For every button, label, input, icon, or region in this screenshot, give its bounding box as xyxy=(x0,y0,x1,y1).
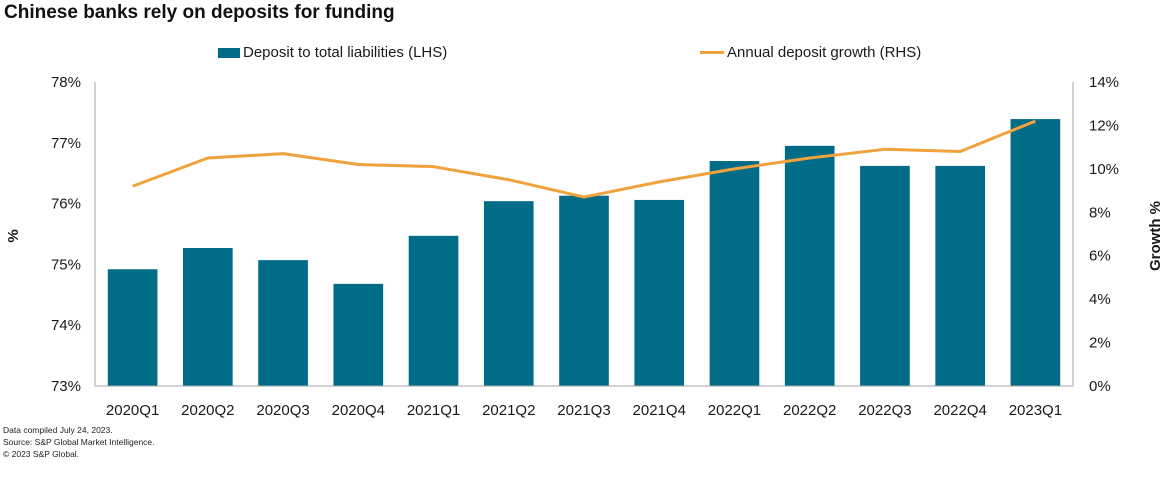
x-tick: 2020Q1 xyxy=(106,402,159,419)
y-tick-left: 75% xyxy=(51,256,81,273)
y-tick-right: 6% xyxy=(1089,248,1111,265)
bar-2022Q1 xyxy=(709,161,760,386)
bar-2020Q3 xyxy=(258,260,308,386)
bar-2021Q3 xyxy=(559,195,609,386)
legend-swatch-line xyxy=(700,51,724,54)
x-tick: 2020Q3 xyxy=(256,402,309,419)
y-axis-title-left: % xyxy=(5,229,22,242)
bar-2022Q4 xyxy=(935,165,985,386)
footer-copyright: © 2023 S&P Global. xyxy=(3,449,80,459)
footer-date: Data compiled July 24, 2023. xyxy=(3,425,113,435)
x-tick: 2022Q1 xyxy=(708,402,761,419)
legend-item-deposit-growth: Annual deposit growth (RHS) xyxy=(700,44,921,61)
bar-2021Q2 xyxy=(483,201,534,386)
y-axis-title-right: Growth % xyxy=(1147,201,1164,271)
y-tick-left: 78% xyxy=(51,74,81,91)
y-tick-left: 76% xyxy=(51,196,81,213)
x-tick: 2022Q4 xyxy=(933,402,986,419)
y-tick-left: 77% xyxy=(51,135,81,152)
legend-label-deposit-ratio: Deposit to total liabilities (LHS) xyxy=(243,44,448,61)
bar-2021Q4 xyxy=(634,199,685,386)
legend-swatch-bar xyxy=(218,47,240,58)
y-tick-right: 2% xyxy=(1089,335,1111,352)
x-tick: 2020Q2 xyxy=(181,402,234,419)
y-tick-left: 73% xyxy=(51,378,81,395)
x-tick: 2023Q1 xyxy=(1009,402,1062,419)
bar-2022Q2 xyxy=(784,145,835,386)
y-tick-right: 4% xyxy=(1089,291,1111,308)
legend-label-deposit-growth: Annual deposit growth (RHS) xyxy=(727,44,922,61)
legend-item-deposit-ratio: Deposit to total liabilities (LHS) xyxy=(218,44,447,61)
y-tick-right: 14% xyxy=(1089,74,1119,91)
bar-2023Q1 xyxy=(1010,119,1061,386)
x-tick: 2022Q3 xyxy=(858,402,911,419)
bar-2022Q3 xyxy=(860,165,910,386)
bar-2020Q2 xyxy=(183,247,233,386)
x-tick: 2021Q4 xyxy=(633,402,686,419)
y-tick-left: 74% xyxy=(51,317,81,334)
bar-2021Q1 xyxy=(408,235,459,386)
y-tick-right: 0% xyxy=(1089,378,1111,395)
chart-footer: Data compiled July 24, 2023. Source: S&P… xyxy=(3,424,155,460)
x-tick: 2020Q4 xyxy=(332,402,385,419)
bar-2020Q1 xyxy=(107,269,158,386)
footer-source: Source: S&P Global Market Intelligence. xyxy=(3,437,155,447)
x-tick: 2021Q3 xyxy=(557,402,610,419)
x-tick: 2021Q1 xyxy=(407,402,460,419)
x-tick: 2021Q2 xyxy=(482,402,535,419)
x-tick: 2022Q2 xyxy=(783,402,836,419)
y-tick-right: 12% xyxy=(1089,117,1119,134)
y-tick-right: 8% xyxy=(1089,204,1111,221)
y-tick-right: 10% xyxy=(1089,161,1119,178)
bar-2020Q4 xyxy=(333,283,384,386)
chart-title: Chinese banks rely on deposits for fundi… xyxy=(4,2,395,23)
